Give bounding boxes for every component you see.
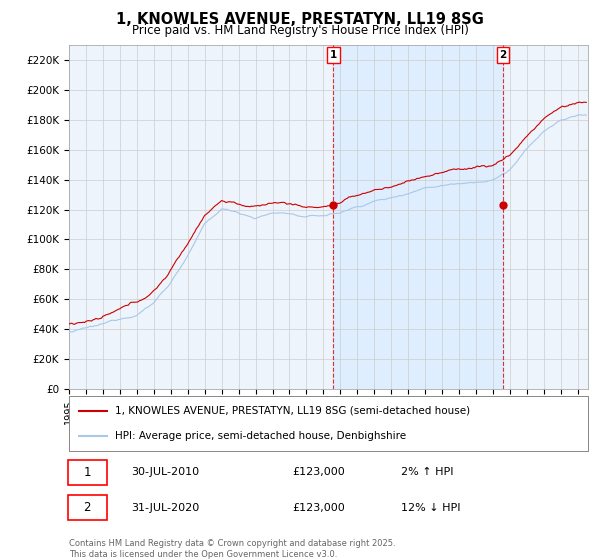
Text: 1: 1 (83, 465, 91, 479)
FancyBboxPatch shape (68, 460, 107, 484)
Bar (333, 45, 503, 389)
Text: £123,000: £123,000 (292, 467, 345, 477)
Text: 2: 2 (83, 501, 91, 515)
Text: Contains HM Land Registry data © Crown copyright and database right 2025.
This d: Contains HM Land Registry data © Crown c… (69, 539, 395, 559)
FancyBboxPatch shape (68, 496, 107, 520)
Text: HPI: Average price, semi-detached house, Denbighshire: HPI: Average price, semi-detached house,… (115, 431, 406, 441)
Text: 1, KNOWLES AVENUE, PRESTATYN, LL19 8SG: 1, KNOWLES AVENUE, PRESTATYN, LL19 8SG (116, 12, 484, 27)
Text: 30-JUL-2010: 30-JUL-2010 (131, 467, 199, 477)
Text: Price paid vs. HM Land Registry's House Price Index (HPI): Price paid vs. HM Land Registry's House … (131, 24, 469, 36)
Text: 2% ↑ HPI: 2% ↑ HPI (401, 467, 454, 477)
Text: 12% ↓ HPI: 12% ↓ HPI (401, 503, 461, 513)
Text: 1, KNOWLES AVENUE, PRESTATYN, LL19 8SG (semi-detached house): 1, KNOWLES AVENUE, PRESTATYN, LL19 8SG (… (115, 406, 470, 416)
Text: 31-JUL-2020: 31-JUL-2020 (131, 503, 200, 513)
Text: £123,000: £123,000 (292, 503, 345, 513)
Text: 1: 1 (329, 50, 337, 60)
Text: 2: 2 (499, 50, 506, 60)
